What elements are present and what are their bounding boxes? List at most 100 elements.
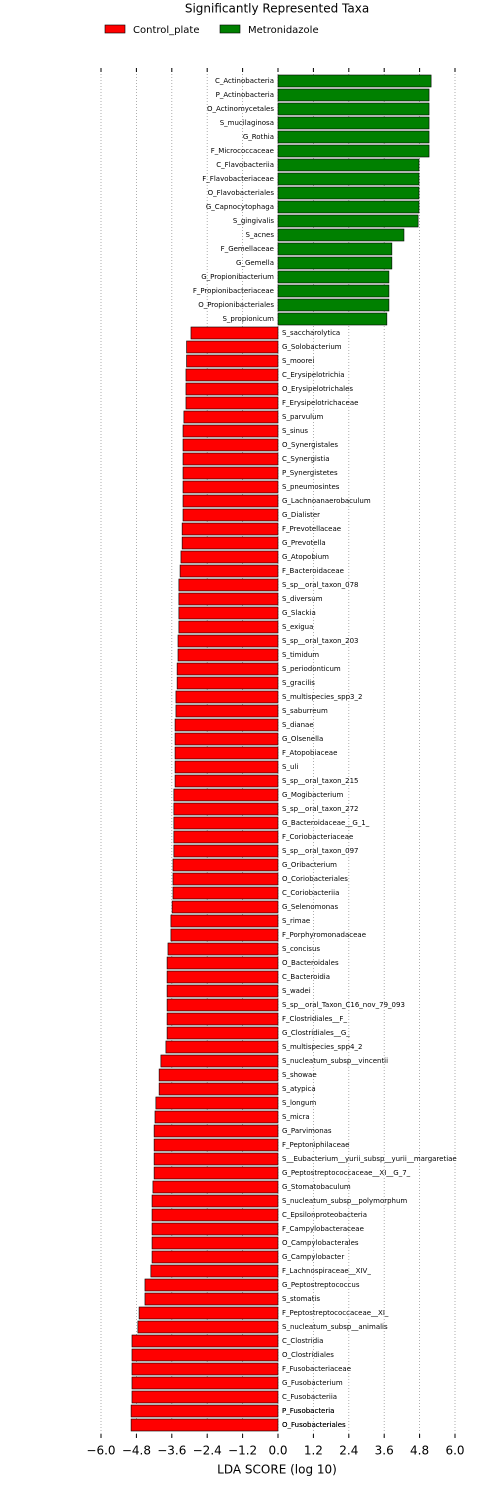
bar [182,452,279,466]
category-label: S_timidum [282,651,319,659]
category-label: S_rimae [282,917,310,925]
bar [174,760,279,774]
category-label: G_Clostridiales__G_ [282,1029,350,1037]
category-label: F_Prevotellaceae [282,525,341,533]
category-label: F_Campylobacteraceae [282,1225,364,1233]
bar [130,1418,279,1432]
category-label: S_sp__oral_Taxon_C16_nov_79_093 [282,1001,405,1009]
category-label: G_Selenomonas [282,903,338,911]
category-label: S_sp__oral_taxon_078 [282,581,358,589]
bar [165,1040,279,1054]
category-label: G_Propionibacterium [201,273,274,281]
category-label: P_Synergistetes [282,469,338,477]
bar [166,1012,279,1026]
bar [190,326,279,340]
category-label: F_Porphyromonadaceae [282,931,366,939]
category-label: O_Actinomycetales [207,105,274,113]
category-label: O_Bacteroidales [282,959,339,967]
bar [277,312,388,326]
category-label: F_Propionibacteriaceae [193,287,274,295]
category-label: O_Coriobacteriales [282,875,348,883]
legend-label: Control_plate [133,25,199,36]
category-label: S_nucleatum_subsp__polymorphum [282,1197,407,1205]
category-label: O_Erysipelotrichales [282,385,353,393]
category-label: S_parvulum [282,413,324,421]
bar [166,956,279,970]
bar [277,228,405,242]
category-label: G_Prevotella [282,539,326,547]
bar [182,424,279,438]
category-label: G_Capnocytophaga [206,203,274,211]
bar [154,1110,279,1124]
bar [277,144,430,158]
category-label: F_Coriobacteriaceae [282,833,353,841]
bar [174,774,279,788]
bar [172,872,279,886]
bar [178,578,279,592]
category-label: S_dianae [282,721,314,729]
category-label: F_Erysipelotrichaceae [282,399,358,407]
category-label: S_gingivalis [233,217,274,225]
category-label: S_atypica [282,1085,316,1093]
category-label: S_stomatis [282,1295,320,1303]
category-label: C_Synergistia [282,455,330,463]
bar [277,172,420,186]
bar [186,354,279,368]
category-label: O_Fusobacteriales [282,1421,346,1429]
category-label: S_micra [282,1113,310,1121]
bar [151,1222,279,1236]
category-label: F_Peptoniphilaceae [282,1141,349,1149]
category-label: S_pneumosintes [282,483,340,491]
category-label: S_moorei [282,357,314,365]
category-label: S_showae [282,1071,317,1079]
bar [277,256,393,270]
bar [277,74,432,88]
category-label: S_sp__oral_taxon_215 [282,777,358,785]
x-tick-label: 2.4 [339,1444,358,1458]
bar [131,1376,279,1390]
category-label: S_periodonticum [282,665,341,673]
bar [179,564,279,578]
category-label: P_Fusobacteria [282,1407,334,1415]
legend-swatch [219,24,241,34]
category-label: G_Stomatobaculum [282,1183,351,1191]
bar [137,1320,279,1334]
category-label: F_Fusobacteriaceae [282,1365,351,1373]
bar [153,1124,279,1138]
bar [170,914,279,928]
category-label: S_wadei [282,987,311,995]
category-label: G_Bacteroidaceae__G_1_ [282,819,370,827]
bar [155,1096,279,1110]
bar [277,88,430,102]
category-label: O_Flavobacteriales [208,189,275,197]
category-label: S_multispecies_spp3_2 [282,693,362,701]
category-label: G_Oribacterium [282,861,337,869]
bar [170,928,279,942]
x-axis-label: LDA SCORE (log 10) [217,1463,337,1477]
bar [277,158,420,172]
bar [151,1250,279,1264]
bar [160,1054,279,1068]
bar [178,620,279,634]
category-label: S__Eubacterium__yurii_subsp__yurii__marg… [282,1155,457,1163]
category-label: G_Dialister [282,511,320,519]
bar [178,592,279,606]
bar [277,284,390,298]
category-label: O_Campylobacterales [282,1239,359,1247]
category-label: S_concisus [282,945,320,953]
bar [181,522,279,536]
bar [185,368,279,382]
category-label: S_sp__oral_taxon_272 [282,805,358,813]
bar [167,942,279,956]
category-label: O_Fusobacteriales [282,1421,346,1429]
bar [178,606,279,620]
bar [177,648,279,662]
x-tick-label: 1.2 [304,1444,323,1458]
bar [158,1082,279,1096]
category-label: C_Erysipelotrichia [282,371,345,379]
bar [131,1334,279,1348]
category-label: G_Peptostreptococcus [282,1281,360,1289]
bar [185,396,279,410]
category-label: G_Parvimonas [282,1127,332,1135]
category-label: S_gracilis [282,679,315,687]
